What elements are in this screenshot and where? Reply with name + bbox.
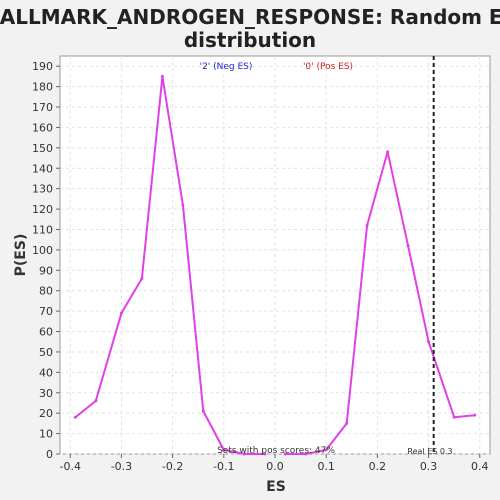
y-tick-label: 110 <box>32 223 53 236</box>
es-series-line-2 <box>285 150 475 455</box>
es-data-point <box>283 452 287 456</box>
es-data-point <box>160 74 164 78</box>
y-tick-label: 80 <box>39 285 53 298</box>
es-data-point <box>222 448 226 452</box>
es-data-point <box>452 415 456 419</box>
y-tick-label: 30 <box>39 387 53 400</box>
x-axis-label: ES <box>266 479 286 495</box>
pos-scores-annotation: Sets with pos scores: 47% <box>217 446 335 456</box>
y-tick-label: 0 <box>46 448 53 461</box>
x-tick-label: -0.2 <box>162 460 183 473</box>
y-tick-label: 10 <box>39 428 53 441</box>
es-data-point <box>140 276 144 280</box>
y-tick-label: 130 <box>32 183 53 196</box>
es-data-point <box>73 415 77 419</box>
y-tick-label: 190 <box>32 60 53 73</box>
y-tick-label: 120 <box>32 203 53 216</box>
x-tick-label: -0.4 <box>60 460 81 473</box>
es-data-point <box>94 399 98 403</box>
legend-neg-es: '2' (Neg ES) <box>200 62 253 72</box>
x-tick-label: 0.4 <box>471 460 489 473</box>
grid-lines <box>60 56 490 455</box>
y-axis-label: P(ES) <box>13 234 29 277</box>
es-data-point <box>181 203 185 207</box>
es-data-point <box>263 452 267 456</box>
es-data-point <box>242 452 246 456</box>
es-data-point <box>324 448 328 452</box>
x-tick-label: 0.2 <box>369 460 387 473</box>
es-data-point <box>345 421 349 425</box>
series-lines <box>73 74 477 456</box>
y-tick-label: 60 <box>39 326 53 339</box>
chart-title-line1: HALLMARK_ANDROGEN_RESPONSE: Random ES <box>0 5 500 29</box>
y-axis-ticks: 0 10 20 30 40 50 60 70 80 90 100 110 120 130 140 150 160… <box>32 60 60 461</box>
y-tick-label: 40 <box>39 366 53 379</box>
y-tick-label: 20 <box>39 407 53 420</box>
es-data-point <box>365 223 369 227</box>
legend-pos-es: '0' (Pos ES) <box>303 62 353 72</box>
x-tick-label: 0.3 <box>420 460 438 473</box>
y-tick-label: 180 <box>32 81 53 94</box>
es-data-point <box>427 340 431 344</box>
chart-title-line2: distribution <box>184 28 316 52</box>
x-tick-label: -0.3 <box>111 460 132 473</box>
y-tick-label: 50 <box>39 346 53 359</box>
es-data-point <box>119 311 123 315</box>
y-tick-label: 90 <box>39 264 53 277</box>
y-tick-label: 170 <box>32 101 53 114</box>
x-tick-label: 0.1 <box>317 460 335 473</box>
es-series-line-1 <box>74 75 265 455</box>
real-es-annotation: Real ES 0.3 <box>407 447 452 456</box>
es-data-point <box>406 244 410 248</box>
y-tick-label: 150 <box>32 142 53 155</box>
y-tick-label: 70 <box>39 305 53 318</box>
y-tick-label: 140 <box>32 162 53 175</box>
es-data-point <box>473 413 477 417</box>
x-tick-label: 0.0 <box>266 460 284 473</box>
es-data-point <box>304 452 308 456</box>
x-tick-label: -0.1 <box>213 460 234 473</box>
y-tick-label: 160 <box>32 121 53 134</box>
y-tick-label: 100 <box>32 244 53 257</box>
x-axis-ticks: -0.4 -0.3 -0.2 -0.1 0.0 0.1 0.2 0.3 0.4 <box>60 454 489 473</box>
es-data-point <box>201 409 205 413</box>
es-data-point <box>386 150 390 154</box>
